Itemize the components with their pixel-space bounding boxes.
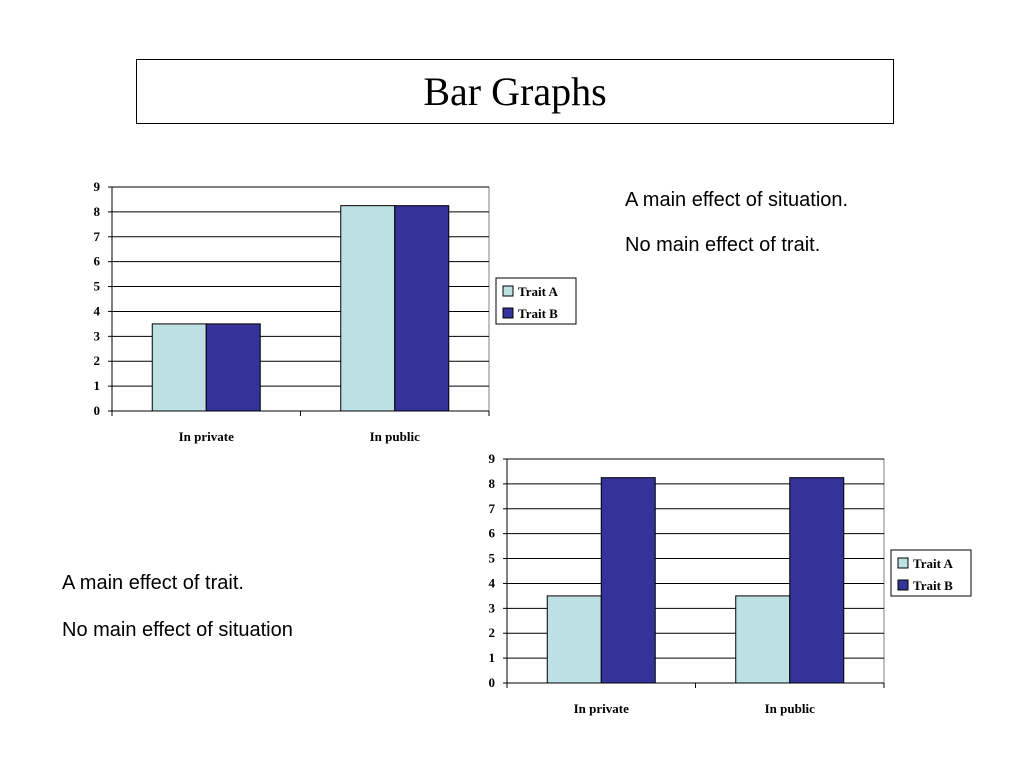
- legend-label: Trait B: [913, 578, 953, 593]
- bar-trait-a-1: [735, 595, 791, 684]
- x-category-label: In public: [370, 429, 420, 444]
- x-category-label: In private: [574, 701, 629, 716]
- y-tick-label: 2: [489, 625, 496, 640]
- caption-no-situation-effect: No main effect of situation: [62, 619, 293, 641]
- y-tick-label: 9: [94, 179, 101, 194]
- legend-swatch: [897, 579, 909, 591]
- y-tick-label: 2: [94, 353, 101, 368]
- legend-swatch: [897, 557, 909, 569]
- y-tick-label: 1: [94, 378, 101, 393]
- y-tick-label: 5: [94, 279, 101, 294]
- y-tick-label: 8: [94, 204, 101, 219]
- bar-chart-trait-effect: 0 1 2 3 4 5 6 7 8 9 In private In public Trait A Trai…: [489, 451, 972, 716]
- caption-trait-effect: A main effect of trait.: [62, 572, 244, 594]
- bar-trait-a-0: [546, 595, 602, 684]
- bar-trait-a-0: [151, 323, 207, 412]
- legend-swatch: [502, 285, 514, 297]
- slide-title-box: Bar Graphs: [136, 59, 894, 124]
- y-tick-label: 3: [489, 600, 496, 615]
- y-tick-label: 4: [94, 303, 101, 318]
- y-tick-label: 6: [94, 254, 101, 269]
- caption-situation-effect: A main effect of situation.: [625, 189, 849, 211]
- bar-chart-situation-effect: 0 1 2 3 4 5 6 7 8 9 In private In public Trait A Trai…: [94, 179, 577, 444]
- y-tick-label: 6: [489, 526, 496, 541]
- bar-trait-b-1: [394, 205, 450, 412]
- y-tick-label: 4: [489, 575, 496, 590]
- y-tick-label: 5: [489, 551, 496, 566]
- y-tick-label: 0: [94, 403, 101, 418]
- y-tick-label: 3: [94, 328, 101, 343]
- x-category-label: In private: [179, 429, 234, 444]
- caption-no-trait-effect: No main effect of trait.: [625, 234, 821, 256]
- legend-swatch: [502, 307, 514, 319]
- y-tick-label: 1: [489, 650, 496, 665]
- legend-label: Trait A: [518, 284, 558, 299]
- bar-trait-b-0: [600, 477, 656, 684]
- bar-trait-b-0: [205, 323, 261, 412]
- y-tick-label: 9: [489, 451, 496, 466]
- bar-trait-b-1: [789, 477, 845, 684]
- bar-trait-a-1: [340, 205, 396, 412]
- y-tick-label: 8: [489, 476, 496, 491]
- x-category-label: In public: [765, 701, 815, 716]
- y-tick-label: 7: [489, 501, 496, 516]
- legend-label: Trait B: [518, 306, 558, 321]
- y-tick-label: 7: [94, 229, 101, 244]
- legend-label: Trait A: [913, 556, 953, 571]
- y-tick-label: 0: [489, 675, 496, 690]
- slide-title: Bar Graphs: [423, 69, 607, 114]
